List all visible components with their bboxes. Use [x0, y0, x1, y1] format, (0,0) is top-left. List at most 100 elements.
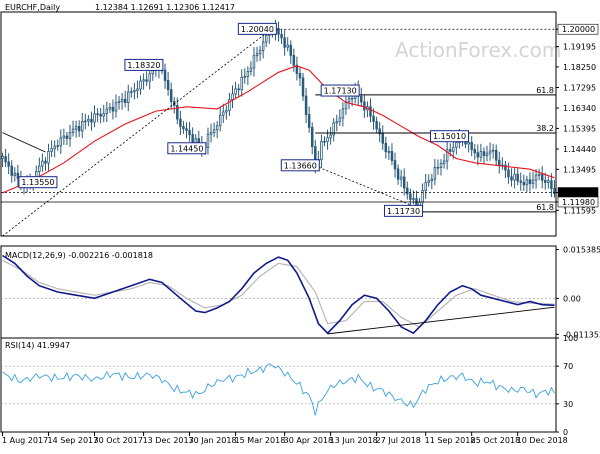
candle-body — [335, 121, 339, 124]
candle-body — [387, 151, 391, 153]
candle-body — [47, 151, 50, 164]
macd-y-tick-label: 0.00 — [563, 294, 581, 303]
candle-body — [4, 156, 7, 163]
candle-body — [218, 114, 222, 127]
candle-body — [482, 151, 486, 157]
candle-body — [544, 179, 547, 183]
candle-body — [439, 163, 443, 168]
candle-body — [286, 44, 289, 48]
candle-body — [525, 179, 529, 186]
candle-body — [363, 101, 366, 111]
candle-body — [252, 55, 256, 69]
candle-body — [123, 98, 127, 103]
candle-body — [292, 54, 296, 66]
candle-body — [350, 97, 354, 100]
candle-body — [476, 152, 480, 158]
rsi-y-tick-label: 100 — [563, 334, 578, 343]
candle-body — [225, 109, 228, 113]
candle-body — [298, 73, 302, 79]
chart-symbol-timeframe: EURCHF,Daily — [5, 3, 60, 12]
rsi-y-tick-label: 0 — [563, 428, 568, 437]
candle-body — [1, 156, 4, 159]
price-tag-label: 1.12417 — [562, 189, 595, 198]
candle-body — [148, 73, 151, 82]
candle-body — [228, 99, 231, 111]
candle-body — [231, 93, 234, 100]
candle-body — [176, 105, 179, 120]
candle-body — [381, 133, 384, 144]
fibonacci-level-label: 61.8 — [536, 203, 554, 212]
candle-body — [41, 160, 44, 167]
candle-body — [494, 149, 498, 161]
candle-body — [452, 146, 455, 152]
candle-body — [16, 172, 20, 179]
candle-body — [553, 188, 556, 194]
candle-body — [90, 118, 93, 123]
candle-body — [237, 88, 240, 91]
candle-body — [360, 95, 363, 103]
candle-body — [396, 168, 400, 180]
candle-body — [206, 133, 210, 148]
price-y-tick-label: 1.17295 — [563, 83, 596, 92]
candle-body — [163, 69, 167, 81]
candle-body — [246, 70, 250, 77]
candle-body — [212, 129, 216, 133]
price-tag-label: 1.20000 — [562, 25, 595, 34]
rsi-panel-frame — [0, 337, 557, 433]
candle-body — [409, 193, 412, 200]
price-tag-box — [557, 23, 599, 35]
candle-body — [430, 178, 434, 182]
price-annotation-box — [18, 176, 58, 189]
candle-body — [84, 120, 87, 123]
candle-body — [485, 152, 489, 157]
candle-body — [59, 137, 63, 147]
candle-body — [71, 128, 75, 133]
candle-body — [77, 126, 81, 132]
price-annotation-label: 1.13550 — [21, 178, 54, 187]
candle-body — [179, 118, 182, 127]
candle-body — [329, 134, 332, 139]
candle-body — [550, 180, 553, 189]
price-tag-box — [557, 196, 599, 208]
candle-body — [442, 160, 446, 164]
trendline-dashed-rise — [2, 28, 273, 237]
candle-body — [412, 198, 415, 200]
x-tick-label: 27 Jul 2018 — [376, 436, 421, 445]
candle-body — [243, 76, 247, 78]
candle-body — [277, 28, 280, 35]
candle-body — [424, 182, 427, 192]
candle-body — [102, 113, 105, 117]
candle-body — [304, 95, 308, 115]
candle-body — [81, 121, 84, 132]
candle-body — [209, 131, 213, 135]
candle-body — [491, 149, 495, 152]
candle-body — [470, 141, 473, 150]
candle-body — [375, 121, 378, 130]
candle-body — [169, 89, 173, 102]
candle-body — [445, 149, 449, 162]
x-tick-label: 30 Apr 2018 — [284, 436, 333, 445]
x-tick-label: 13 Dec 2017 — [143, 436, 194, 445]
candle-body — [191, 134, 194, 144]
trendline-upper-left — [2, 132, 46, 153]
candle-body — [473, 149, 476, 154]
candle-body — [479, 151, 483, 158]
candle-body — [127, 91, 130, 103]
candle-body — [117, 101, 121, 104]
macd-trendline — [327, 306, 555, 335]
candle-body — [488, 150, 492, 154]
candle-body — [455, 142, 458, 148]
price-tag-label: 1.11980 — [562, 198, 595, 207]
candle-body — [10, 165, 13, 176]
macd-line — [2, 254, 555, 335]
candle-body — [402, 176, 406, 189]
rsi-line — [2, 363, 555, 416]
candle-body — [261, 41, 265, 51]
candle-body — [427, 180, 430, 183]
candle-body — [145, 79, 148, 82]
candle-body — [222, 111, 225, 116]
candle-body — [108, 106, 112, 110]
rsi-panel: 100 70 30 0 — [0, 334, 578, 437]
candle-body — [13, 172, 17, 176]
